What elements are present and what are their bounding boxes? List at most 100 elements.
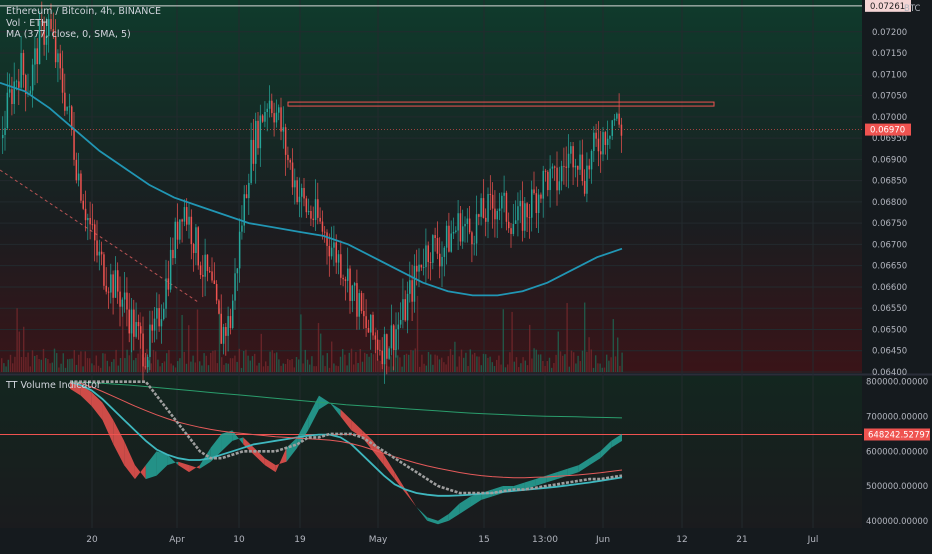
candle-body (195, 227, 197, 253)
volume-bar (36, 354, 38, 372)
volume-bar (282, 363, 284, 372)
candle-body (298, 196, 301, 203)
candle-body (540, 194, 542, 199)
trendline-dashed (0, 169, 199, 303)
candle-body (169, 249, 172, 290)
volume-bar (324, 366, 326, 372)
candle-body (48, 19, 50, 37)
volume-bar (214, 350, 216, 372)
volume-bar (280, 365, 282, 372)
price-tick-label: 0.06850 (872, 177, 907, 187)
volume-bar (95, 355, 97, 372)
time-tick-label: 21 (736, 535, 747, 545)
indicator-ribbon-segment (513, 482, 525, 490)
volume-bar (205, 355, 207, 372)
volume-bar (210, 352, 212, 372)
volume-bar (174, 367, 177, 372)
volume-bar (16, 308, 18, 372)
volume-bar (504, 367, 507, 372)
ma-legend[interactable]: MA (377, close, 0, SMA, 5) (6, 29, 131, 40)
candle-body (443, 247, 446, 257)
volume-bar (485, 354, 487, 372)
candle-body (519, 200, 521, 207)
candle-body (409, 280, 411, 294)
candle-body (314, 199, 317, 221)
volume-bar (12, 363, 14, 372)
candle-body (367, 327, 370, 333)
volume-bar (564, 354, 566, 372)
volume-bar (482, 353, 485, 372)
volume-bar (522, 357, 524, 372)
candle-body (616, 113, 618, 119)
indicator-legend[interactable]: TT Volume Indicator (5, 380, 101, 391)
volume-bar (441, 357, 443, 372)
candle-body (395, 329, 397, 350)
price-pane[interactable] (0, 0, 862, 373)
candle-body (103, 254, 105, 286)
volume-bar (102, 353, 104, 372)
volume-bar (58, 367, 60, 372)
candle-body (245, 194, 248, 199)
volume-bar (408, 354, 410, 372)
volume-bar (592, 367, 595, 372)
candle-body (248, 182, 250, 199)
volume-bar (509, 352, 511, 372)
volume-bar (234, 355, 236, 372)
indicator-value-text: 648242.52797 (868, 430, 930, 440)
candle-body (319, 217, 321, 222)
candle-body (96, 240, 98, 256)
indicator-pane[interactable] (0, 376, 862, 528)
volume-bar (500, 364, 502, 372)
candle-body (144, 366, 147, 368)
volume-bar (368, 356, 370, 372)
volume-bar (612, 319, 614, 372)
candle-body (386, 334, 388, 359)
candle-body (475, 214, 478, 244)
candle-body (121, 299, 124, 307)
price-tick-label: 0.06650 (872, 262, 907, 272)
volume-legend[interactable]: Vol · ETH (6, 18, 48, 29)
candle-body (482, 198, 485, 218)
volume-bar (597, 363, 599, 372)
price-tick-label: 0.06500 (872, 325, 907, 335)
candle-body (590, 151, 593, 170)
indicator-slow-green-line (69, 381, 623, 419)
grid-lines (0, 0, 862, 528)
volume-bar (546, 360, 548, 372)
candle-body (416, 265, 418, 272)
volume-bar (93, 365, 95, 372)
volume-bar (14, 356, 16, 372)
volume-bar (581, 350, 584, 372)
volume-bar (595, 355, 597, 372)
moving-average-line (0, 81, 623, 297)
candle-body (593, 132, 595, 152)
price-tick-label: 0.07000 (872, 113, 907, 123)
candle-body (163, 308, 165, 320)
candle-body (71, 106, 73, 130)
candle-body (496, 210, 498, 220)
symbol-title[interactable]: Ethereum / Bitcoin, 4h, BINANCE (6, 6, 161, 17)
price-tick-label: 0.06950 (872, 134, 907, 144)
volume-bar (553, 363, 555, 372)
indicator-ribbon-segment (297, 416, 309, 448)
volume-bar (419, 366, 421, 372)
volume-bar (7, 359, 9, 372)
candle-body (528, 217, 531, 219)
candle-body (280, 107, 282, 132)
volume-bar (533, 348, 535, 372)
candle-body (305, 198, 308, 213)
volume-bar (97, 365, 100, 372)
volume-bar (49, 363, 51, 372)
candle-body (337, 254, 340, 263)
candle-body (563, 165, 565, 167)
volume-bar (599, 363, 601, 372)
resistance-box (287, 101, 715, 107)
volume-bar (157, 359, 159, 372)
candle-body (261, 115, 264, 122)
volume-histogram (1, 295, 623, 372)
time-axis[interactable] (0, 528, 932, 550)
candle-body (234, 273, 236, 301)
ma-377-line (0, 81, 623, 297)
